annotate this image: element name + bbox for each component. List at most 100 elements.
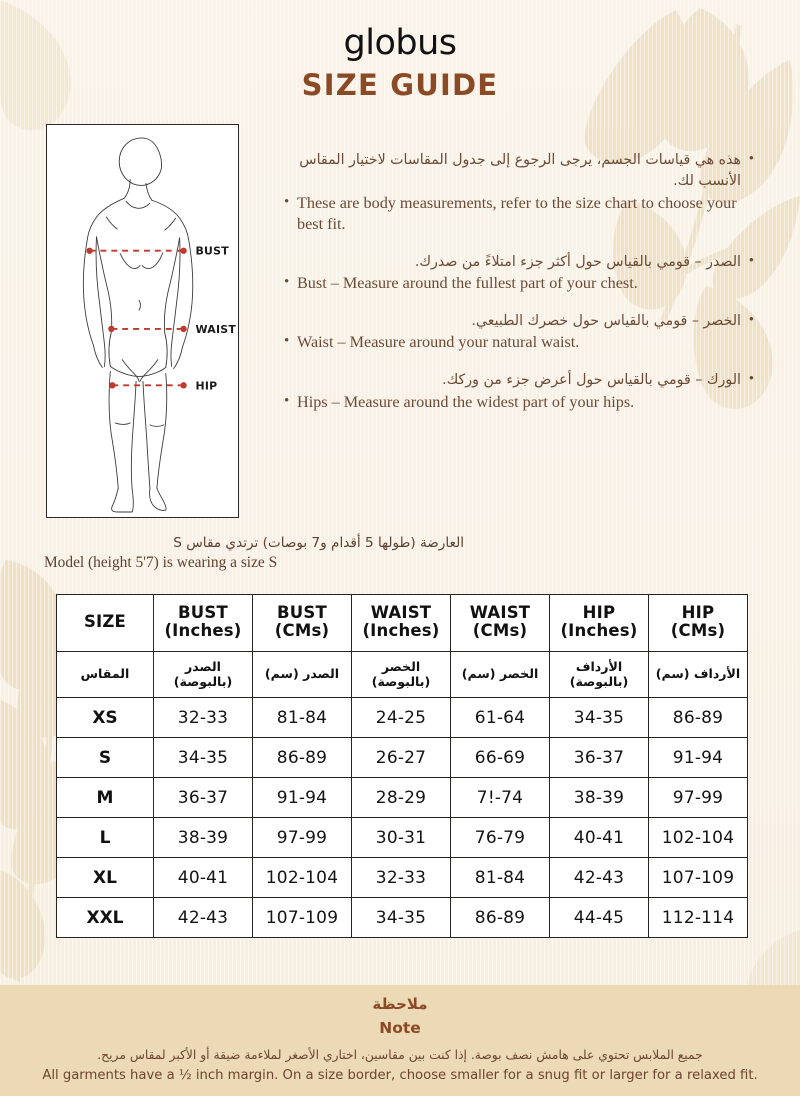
page-header: globus SIZE GUIDE xyxy=(0,26,800,100)
note-body-arabic: جميع الملابس تحتوي على هامش نصف بوصة. إذ… xyxy=(97,1047,703,1062)
cell-bust-inches: 36-37 xyxy=(153,777,253,819)
header-waist-inches-unit: (Inches) xyxy=(362,621,440,641)
table-row: S 34-35 86-89 26-27 66-69 36-37 91-94 xyxy=(56,737,748,779)
header-hip-cms-name: HIP xyxy=(681,603,715,622)
cell-hip-inches: 42-43 xyxy=(549,857,649,899)
table-row: XL 40-41 102-104 32-33 81-84 42-43 107-1… xyxy=(56,857,748,899)
note-body-english: All garments have a ½ inch margin. On a … xyxy=(42,1068,758,1084)
header-ar-waist-inches: الخصر (بالبوصة) xyxy=(351,650,451,699)
cell-hip-cms: 102-104 xyxy=(648,817,748,859)
instruction-english: • Bust – Measure around the fullest part… xyxy=(284,273,754,294)
waist-measure-line xyxy=(108,325,187,333)
note-title-arabic: ملاحظة xyxy=(372,995,428,1013)
instruction-english-text: Bust – Measure around the fullest part o… xyxy=(297,274,638,293)
note-footer: ملاحظة Note جميع الملابس تحتوي على هامش … xyxy=(0,985,800,1096)
cell-hip-cms: 112-114 xyxy=(648,897,748,939)
waist-label: WAIST xyxy=(195,323,236,336)
table-row: XS 32-33 81-84 24-25 61-64 34-35 86-89 xyxy=(56,697,748,739)
cell-waist-cms: 61-64 xyxy=(450,697,550,739)
instruction-arabic-text: الخصر – قومي بالقياس حول خصرك الطبيعي. xyxy=(471,313,741,330)
cell-waist-inches: 32-33 xyxy=(351,857,451,899)
header-ar-waist-cms: الخصر (سم) xyxy=(450,650,550,699)
cell-waist-inches: 28-29 xyxy=(351,777,451,819)
cell-bust-inches: 32-33 xyxy=(153,697,253,739)
instruction-arabic: • الصدر – قومي بالقياس حول أكثر جزء امتل… xyxy=(284,252,754,273)
instruction-english: • Waist – Measure around your natural wa… xyxy=(284,332,754,353)
header-hip-cms-unit: (CMs) xyxy=(670,621,726,641)
hip-measure-line xyxy=(109,382,187,389)
cell-hip-cms: 107-109 xyxy=(648,857,748,899)
header-bust-cms-unit: (CMs) xyxy=(274,621,330,641)
table-row: L 38-39 97-99 30-31 76-79 40-41 102-104 xyxy=(56,817,748,859)
cell-waist-cms: 86-89 xyxy=(450,897,550,939)
header-bust-cms: BUST (CMs) xyxy=(252,594,352,652)
header-ar-bust-cms: الصدر (سم) xyxy=(252,650,352,699)
bullet-marker-icon: • xyxy=(284,333,290,350)
instruction-arabic: • الورك – قومي بالقياس حول أعرض جزء من و… xyxy=(284,370,754,391)
instruction-group-hips: • الورك – قومي بالقياس حول أعرض جزء من و… xyxy=(284,370,754,412)
instruction-group-waist: • الخصر – قومي بالقياس حول خصرك الطبيعي.… xyxy=(284,311,754,353)
cell-hip-cms: 86-89 xyxy=(648,697,748,739)
table-row: M 36-37 91-94 28-29 7!-74 38-39 97-99 xyxy=(56,777,748,819)
cell-bust-inches: 42-43 xyxy=(153,897,253,939)
size-chart-table: SIZE BUST (Inches) BUST (CMs) WAIST (Inc… xyxy=(56,594,748,939)
cell-bust-cms: 91-94 xyxy=(252,777,352,819)
bullet-marker-icon: • xyxy=(748,252,754,269)
cell-bust-cms: 81-84 xyxy=(252,697,352,739)
header-waist-inches: WAIST (Inches) xyxy=(351,594,451,652)
header-ar-bust-inches: الصدر (بالبوصة) xyxy=(153,650,253,699)
bullet-marker-icon: • xyxy=(748,312,754,329)
instruction-english: • Hips – Measure around the widest part … xyxy=(284,392,754,413)
cell-bust-inches: 40-41 xyxy=(153,857,253,899)
instruction-arabic-text: الصدر – قومي بالقياس حول أكثر جزء امتلاء… xyxy=(414,253,741,270)
cell-hip-inches: 38-39 xyxy=(549,777,649,819)
header-size-name: SIZE xyxy=(83,612,127,632)
instruction-english-text: These are body measurements, refer to th… xyxy=(297,193,737,233)
header-bust-inches-unit: (Inches) xyxy=(164,621,242,641)
page-title: SIZE GUIDE xyxy=(301,68,499,102)
instruction-english-text: Waist – Measure around your natural wais… xyxy=(297,333,580,352)
instruction-arabic: • هذه هي قياسات الجسم، يرجى الرجوع إلى ج… xyxy=(284,150,754,193)
cell-hip-inches: 44-45 xyxy=(549,897,649,939)
header-waist-cms-name: WAIST xyxy=(469,603,531,622)
note-title-english: Note xyxy=(379,1018,421,1037)
header-ar-hip-inches: الأرداف (بالبوصة) xyxy=(549,650,649,699)
cell-hip-inches: 40-41 xyxy=(549,817,649,859)
bullet-marker-icon: • xyxy=(284,274,290,291)
header-bust-cms-name: BUST xyxy=(277,603,327,622)
cell-waist-inches: 24-25 xyxy=(351,697,451,739)
cell-size: M xyxy=(56,777,154,819)
cell-bust-cms: 107-109 xyxy=(252,897,352,939)
cell-hip-cms: 91-94 xyxy=(648,737,748,779)
brand-logo: globus xyxy=(343,23,458,63)
instruction-group-bust: • الصدر – قومي بالقياس حول أكثر جزء امتل… xyxy=(284,252,754,294)
cell-waist-cms: 76-79 xyxy=(450,817,550,859)
header-waist-cms-unit: (CMs) xyxy=(472,621,528,641)
header-size: SIZE xyxy=(56,594,154,652)
bullet-marker-icon: • xyxy=(284,193,290,210)
header-bust-inches-name: BUST xyxy=(178,603,228,622)
cell-hip-cms: 97-99 xyxy=(648,777,748,819)
cell-size: L xyxy=(56,817,154,859)
bullet-marker-icon: • xyxy=(748,151,754,167)
cell-waist-cms: 81-84 xyxy=(450,857,550,899)
cell-size: XXL xyxy=(56,897,154,939)
cell-bust-cms: 102-104 xyxy=(252,857,352,899)
cell-bust-inches: 34-35 xyxy=(153,737,253,779)
measurement-instructions: • هذه هي قياسات الجسم، يرجى الرجوع إلى ج… xyxy=(284,150,754,413)
bullet-marker-icon: • xyxy=(284,392,290,409)
cell-bust-inches: 38-39 xyxy=(153,817,253,859)
cell-waist-inches: 34-35 xyxy=(351,897,451,939)
cell-hip-inches: 34-35 xyxy=(549,697,649,739)
bust-label: BUST xyxy=(195,245,229,258)
cell-size: XL xyxy=(56,857,154,899)
header-hip-inches: HIP (Inches) xyxy=(549,594,649,652)
bullet-marker-icon: • xyxy=(748,371,754,388)
cell-waist-inches: 30-31 xyxy=(351,817,451,859)
instruction-group-general: • هذه هي قياسات الجسم، يرجى الرجوع إلى ج… xyxy=(284,150,754,235)
header-bust-inches: BUST (Inches) xyxy=(153,594,253,652)
hip-label: HIP xyxy=(195,379,217,392)
model-caption: العارضة (طولها 5 أقدام و7 بوصات) ترتدي م… xyxy=(44,534,464,574)
cell-size: S xyxy=(56,737,154,779)
instruction-arabic: • الخصر – قومي بالقياس حول خصرك الطبيعي. xyxy=(284,311,754,332)
